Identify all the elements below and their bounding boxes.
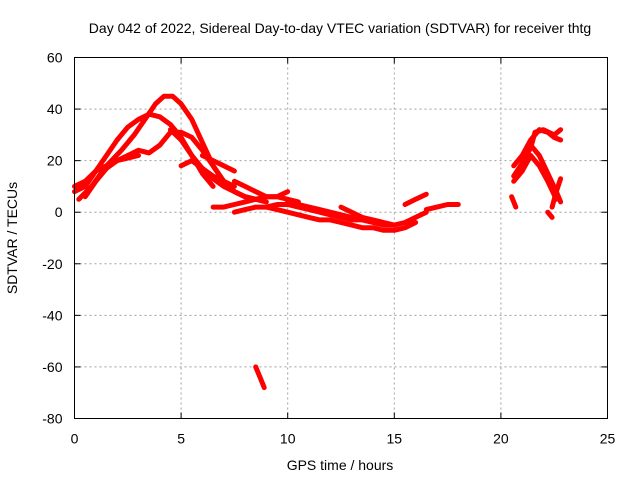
grid-lines <box>74 57 608 419</box>
axis-ticks <box>74 57 608 419</box>
series-arc-19 <box>511 153 559 202</box>
series-arc-11 <box>263 204 419 233</box>
y-tick-label: -40 <box>42 307 62 323</box>
series-arc-6 <box>178 158 259 202</box>
y-tick-label: -60 <box>42 359 62 375</box>
series-arc-7 <box>199 153 237 174</box>
series-arc-12 <box>285 199 429 228</box>
series-arc-13 <box>338 204 397 228</box>
y-tick-labels: -80 -60 -40 -20 0 20 40 60 <box>42 50 62 427</box>
y-tick-label: 60 <box>47 50 63 66</box>
series-arc-18 <box>511 127 564 179</box>
y-tick-label: -20 <box>42 256 62 272</box>
x-tick-label: 15 <box>387 431 403 447</box>
series-arc-15 <box>423 202 461 213</box>
x-tick-label: 10 <box>280 431 296 447</box>
y-tick-label: 20 <box>47 153 63 169</box>
x-tick-labels: 0 5 10 15 20 25 <box>71 431 616 447</box>
y-tick-label: 40 <box>47 101 63 117</box>
series-arc-14 <box>402 191 429 207</box>
y-tick-label: -80 <box>42 411 62 427</box>
y-tick-label: 0 <box>55 204 63 220</box>
chart-title: Day 042 of 2022, Sidereal Day-to-day VTE… <box>89 20 591 36</box>
series-arc-21 <box>509 194 519 210</box>
series-arc-4 <box>72 153 141 189</box>
series-arc-23 <box>545 209 555 220</box>
x-tick-label: 25 <box>600 431 616 447</box>
x-tick-label: 20 <box>493 431 509 447</box>
series-arc-10 <box>231 202 365 223</box>
y-axis-label: SDTVAR / TECUs <box>4 182 20 294</box>
series-arc-16 <box>253 364 267 391</box>
x-tick-label: 0 <box>71 431 79 447</box>
data-series-group <box>72 93 564 391</box>
series-arc-9 <box>210 194 301 210</box>
plot-frame <box>74 57 608 419</box>
x-axis-label: GPS time / hours <box>287 457 394 473</box>
series-arc-22 <box>549 176 564 210</box>
x-tick-label: 5 <box>177 431 185 447</box>
